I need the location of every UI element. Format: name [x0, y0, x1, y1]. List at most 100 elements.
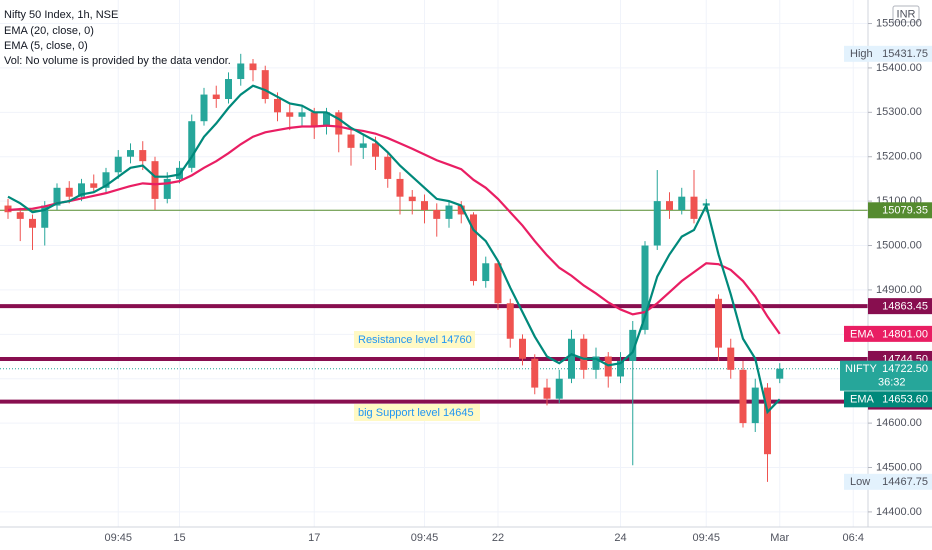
- candle-body: [555, 378, 563, 399]
- ema-tag-name: EMA: [850, 394, 875, 406]
- x-tick-label: 09:45: [104, 532, 132, 544]
- candle-body: [212, 94, 220, 100]
- currency-box[interactable]: [892, 5, 920, 23]
- candle-body: [506, 303, 514, 339]
- candle-body: [163, 178, 171, 199]
- candle-body: [408, 196, 416, 202]
- candle-body: [715, 298, 722, 348]
- candle-body: [494, 263, 502, 304]
- y-tick-label: 15400.00: [876, 62, 922, 74]
- candle-body: [41, 205, 49, 228]
- candle-body: [764, 387, 771, 455]
- price-tag-bg: [844, 473, 932, 490]
- candle-body: [29, 218, 36, 228]
- annotation: big Support level 14645: [358, 407, 474, 419]
- price-tag-text: 14863.45: [882, 301, 928, 313]
- price-tag: 14863.45: [868, 298, 932, 315]
- candle-body: [4, 205, 12, 213]
- price-tag-name: High: [850, 48, 873, 60]
- x-tick-label: 15: [173, 532, 185, 544]
- ema-tag-bg: [844, 325, 932, 342]
- candle-body: [445, 205, 453, 219]
- candle-body: [653, 201, 661, 246]
- ema-line: [7, 84, 781, 415]
- candle-body: [396, 178, 404, 197]
- candle-body: [65, 187, 73, 197]
- candle-body: [421, 201, 428, 211]
- y-tick-label: 15500.00: [876, 17, 922, 29]
- candle-body: [90, 183, 98, 188]
- candle-body: [531, 358, 539, 388]
- current-tag-bg: [840, 360, 932, 391]
- candle-body: [580, 338, 588, 370]
- ema-tag-value: 14801.00: [882, 328, 928, 340]
- annotation: Resistance level 14760: [358, 334, 472, 346]
- candle-body: [482, 263, 490, 282]
- ema-line: [7, 124, 781, 335]
- y-tick-label: 14600.00: [876, 417, 922, 429]
- candle-body: [78, 183, 85, 197]
- candle-body: [261, 70, 269, 100]
- y-tick-label: 15300.00: [876, 106, 922, 118]
- y-tick-label: 15200.00: [876, 151, 922, 163]
- volume-note: Vol: No volume is provided by the data v…: [4, 55, 231, 67]
- candle-body: [323, 112, 330, 126]
- candle-body: [188, 121, 196, 168]
- y-tick-label: 15000.00: [876, 239, 922, 251]
- candle-body: [433, 210, 441, 219]
- candle-body: [53, 187, 61, 206]
- candle-body: [457, 205, 465, 215]
- current-tag-countdown: 36:32: [878, 377, 906, 389]
- x-tick-label: 22: [492, 532, 504, 544]
- candle-body: [629, 329, 637, 361]
- price-tag-bg: [868, 202, 932, 219]
- candle-body: [543, 387, 551, 399]
- candle-body: [666, 201, 673, 211]
- candle-body: [568, 338, 575, 379]
- candle-body: [776, 368, 784, 379]
- ema-tag-name: EMA: [850, 328, 875, 340]
- candle-body: [237, 63, 245, 80]
- candle-body: [372, 143, 379, 157]
- candle-body: [151, 161, 159, 199]
- candle-body: [127, 150, 134, 157]
- annotation-bg: [354, 331, 475, 348]
- y-tick-label: 14400.00: [876, 506, 922, 518]
- candle-body: [739, 369, 747, 424]
- candle-body: [678, 196, 686, 211]
- x-tick-label: 24: [614, 532, 626, 544]
- price-tag-text: 15431.75: [882, 48, 928, 60]
- candle-body: [286, 112, 294, 117]
- y-tick-label: 14500.00: [876, 461, 922, 473]
- candle-body: [690, 196, 698, 219]
- legend-item: EMA (5, close, 0): [4, 40, 88, 52]
- candle-body: [617, 360, 624, 377]
- y-tick-label: 14900.00: [876, 284, 922, 296]
- candle-body: [249, 63, 257, 71]
- candle-body: [751, 387, 759, 424]
- candle-body: [384, 156, 392, 179]
- candle-body: [519, 338, 526, 359]
- candle-body: [347, 134, 355, 148]
- plot-area: [0, 0, 868, 527]
- candle-body: [102, 172, 110, 188]
- chart-title: Nifty 50 Index, 1h, NSE: [4, 9, 118, 21]
- x-tick-label: 09:45: [411, 532, 439, 544]
- candle-body: [335, 112, 343, 135]
- current-tag-name: NIFTY: [845, 363, 877, 375]
- candle-body: [114, 156, 122, 173]
- candle-body: [310, 112, 318, 126]
- candle-body: [641, 245, 649, 330]
- candle-body: [274, 99, 281, 113]
- candle-body: [298, 112, 306, 117]
- currency: INR: [897, 8, 916, 20]
- current-tag-value: 14722.50: [882, 363, 928, 375]
- candle-body: [225, 79, 232, 100]
- candle-body: [592, 356, 600, 370]
- candle-body: [727, 347, 735, 370]
- price-tag-bg: [868, 298, 932, 315]
- price-tag-text: 14467.75: [882, 476, 928, 488]
- x-tick-label: 17: [308, 532, 320, 544]
- price-tag-text: 15079.35: [882, 205, 928, 217]
